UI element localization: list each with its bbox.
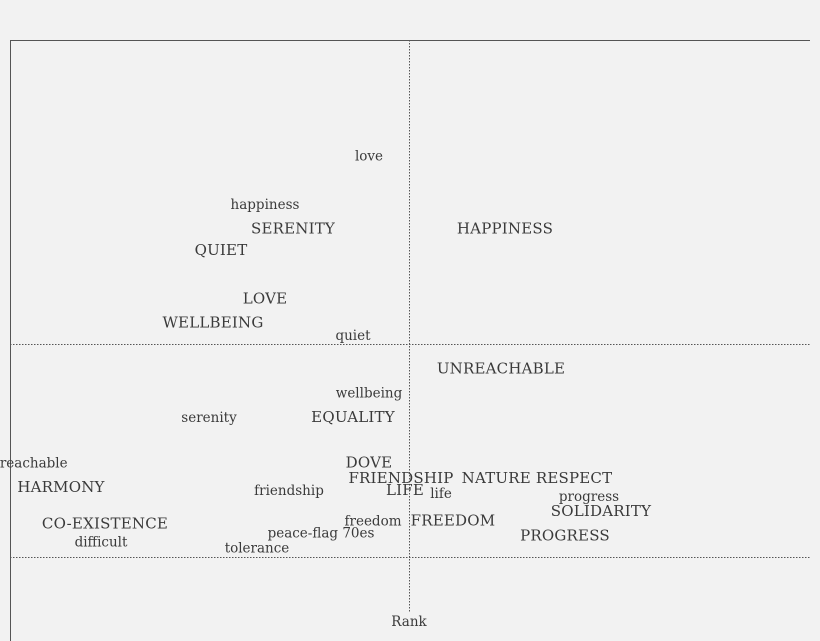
word-label-tolerance: tolerance — [225, 541, 290, 557]
word-label-nature-respect: NATURE RESPECT — [462, 469, 613, 487]
word-label-quiet: quiet — [335, 328, 371, 344]
word-label-love: love — [355, 149, 383, 165]
word-label-freedom: FREEDOM — [411, 511, 496, 529]
word-label-unreachable: UNREACHABLE — [437, 359, 565, 377]
word-label-life: LIFE — [386, 481, 424, 499]
word-label-serenity: SERENITY — [251, 220, 336, 238]
word-label-unreachable: unreachable — [0, 456, 68, 472]
word-label-wellbeing: WELLBEING — [162, 314, 263, 332]
word-label-harmony: HARMONY — [17, 478, 105, 496]
word-label-difficult: difficult — [75, 535, 128, 551]
x-axis-label: Rank — [391, 614, 427, 630]
word-label-happiness: happiness — [231, 197, 300, 213]
word-label-solidarity: SOLIDARITY — [551, 502, 652, 520]
word-label-progress: PROGRESS — [520, 527, 610, 545]
word-label-progress: progress — [559, 489, 619, 505]
word-label-equality: EQUALITY — [311, 408, 396, 426]
word-label-serenity: serenity — [181, 410, 237, 426]
word-label-freedom: freedom — [345, 513, 402, 529]
word-label-quiet: QUIET — [195, 241, 248, 259]
word-label-peace-flag-70es: peace-flag 70es — [268, 526, 375, 542]
word-label-happiness: HAPPINESS — [457, 220, 553, 238]
reference-lines — [10, 40, 810, 612]
word-label-friendship: FRIENDSHIP — [348, 469, 453, 487]
word-label-dove: DOVE — [346, 454, 393, 472]
word-label-co-existence: CO-EXISTENCE — [42, 514, 168, 532]
word-label-wellbeing: wellbeing — [336, 386, 403, 402]
word-labels: love happiness SERENITY HAPPINESS QUIET LOVE W… — [0, 149, 652, 557]
word-label-life: life — [430, 486, 452, 502]
word-label-love: LOVE — [243, 289, 288, 307]
word-label-friendship: friendship — [254, 483, 324, 499]
